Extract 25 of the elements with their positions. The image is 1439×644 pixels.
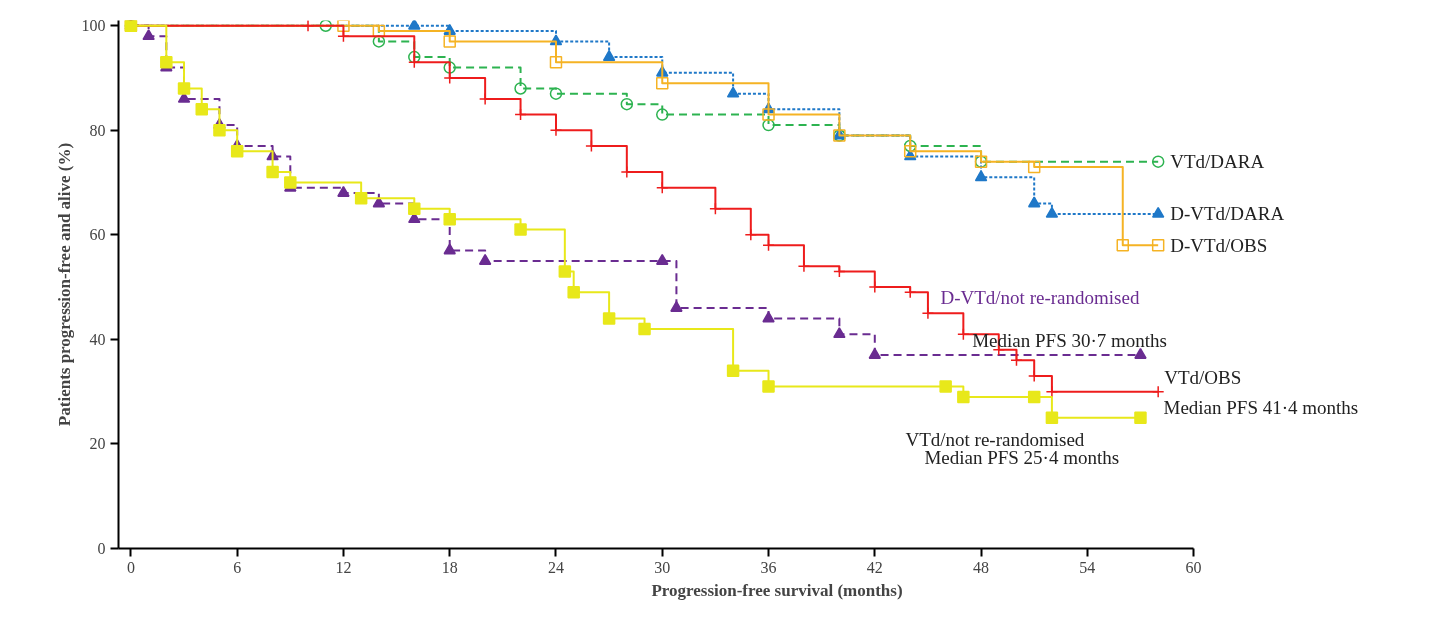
series-label: VTd/DARA <box>1170 151 1265 173</box>
x-tick-label: 54 <box>1079 558 1096 576</box>
y-tick-label: 0 <box>97 540 106 557</box>
series-label: D-VTd/DARA <box>1170 203 1285 225</box>
y-tick-label: 40 <box>89 330 106 348</box>
y-axis-title: Patients progression-free and alive (%) <box>54 142 74 427</box>
series-label: D-VTd/OBS <box>1170 234 1268 256</box>
x-tick-label: 42 <box>866 558 883 576</box>
y-tick-label: 20 <box>89 435 106 453</box>
x-axis-title: Progression-free survival (months) <box>651 580 903 600</box>
annotation: Median PFS 41·4 months <box>1163 396 1359 418</box>
x-tick-label: 0 <box>126 558 135 576</box>
x-tick-label: 30 <box>654 558 671 576</box>
x-tick-label: 24 <box>547 558 564 576</box>
y-tick-label: 80 <box>89 121 106 139</box>
x-tick-label: 12 <box>335 558 352 576</box>
text: D-VTd/not re-randomised <box>940 286 1140 308</box>
x-tick-label: 6 <box>233 558 242 576</box>
y-tick-label: 100 <box>81 17 106 35</box>
x-tick-label: 36 <box>760 558 777 576</box>
y-tick-label: 60 <box>89 226 106 244</box>
x-tick-label: 18 <box>441 558 458 576</box>
x-tick-label: 60 <box>1185 558 1202 576</box>
series-label: VTd/OBS <box>1164 367 1242 389</box>
x-tick-label: 48 <box>973 558 990 576</box>
